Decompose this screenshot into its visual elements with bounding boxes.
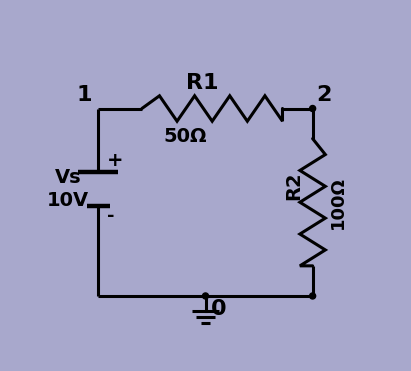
Text: R2: R2: [285, 171, 304, 200]
Text: -: -: [107, 207, 114, 225]
Text: 100Ω: 100Ω: [329, 176, 347, 229]
Text: R1: R1: [186, 73, 218, 93]
Text: 0: 0: [210, 299, 226, 319]
Circle shape: [309, 105, 316, 112]
Text: Vs
10V: Vs 10V: [47, 168, 89, 210]
Text: 50Ω: 50Ω: [164, 127, 207, 146]
Text: 2: 2: [316, 85, 331, 105]
Text: 1: 1: [77, 85, 92, 105]
Text: +: +: [107, 151, 123, 170]
Circle shape: [203, 293, 208, 299]
Circle shape: [309, 293, 316, 299]
